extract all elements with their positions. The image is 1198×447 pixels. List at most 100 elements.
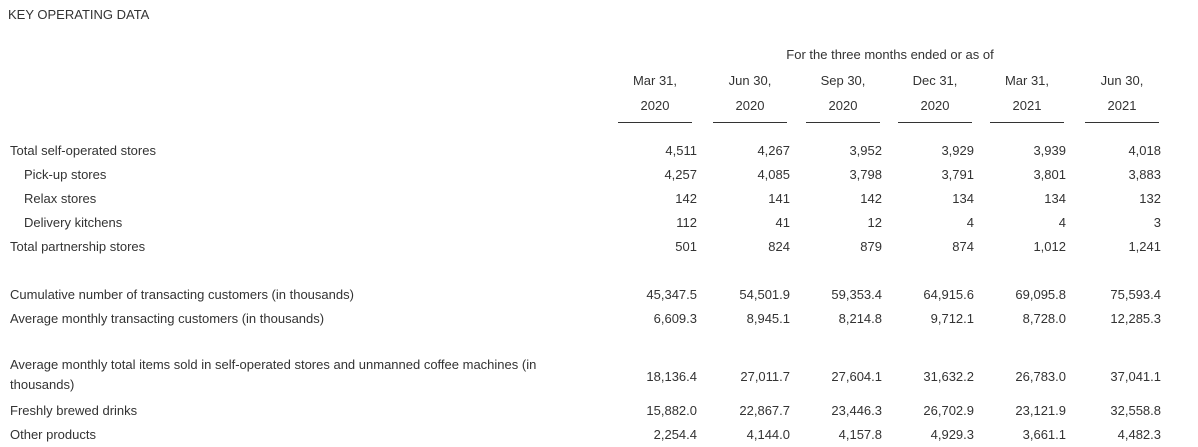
row-value: 4,018 xyxy=(1128,143,1161,158)
table-row: Delivery kitchens 112 41 12 4 4 3 xyxy=(0,211,1198,235)
row-value: 22,867.7 xyxy=(739,403,790,418)
row-value: 134 xyxy=(952,191,974,206)
column-header: Dec 31, 2020 xyxy=(898,68,972,123)
column-header-year: 2020 xyxy=(828,98,858,113)
column-header-year: 2020 xyxy=(640,98,670,113)
row-value: 64,915.6 xyxy=(923,287,974,302)
row-label: Pick-up stores xyxy=(24,167,107,182)
table-row: Total partnership stores 501 824 879 874 1,01… xyxy=(0,235,1198,259)
row-value: 4,929.3 xyxy=(930,427,974,442)
column-header-year: 2021 xyxy=(1012,98,1042,113)
row-value: 8,728.0 xyxy=(1022,311,1066,326)
row-label: Relax stores xyxy=(24,191,97,206)
row-value: 142 xyxy=(860,191,882,206)
table-row: Cumulative number of transacting custome… xyxy=(0,283,1198,307)
row-value: 8,945.1 xyxy=(746,311,790,326)
row-value: 4,085 xyxy=(757,167,790,182)
row-value: 141 xyxy=(768,191,790,206)
row-value: 12 xyxy=(867,215,882,230)
row-value: 6,609.3 xyxy=(653,311,697,326)
table-row: Average monthly transacting customers (i… xyxy=(0,307,1198,331)
row-value: 23,446.3 xyxy=(831,403,882,418)
row-value: 4 xyxy=(1058,215,1066,230)
row-value: 54,501.9 xyxy=(739,287,790,302)
row-label: Total partnership stores xyxy=(10,239,146,254)
row-value: 31,632.2 xyxy=(923,369,974,384)
row-value: 8,214.8 xyxy=(838,311,882,326)
table-row: Other products 2,254.4 4,144.0 4,157.8 4,929… xyxy=(0,423,1198,447)
row-value: 3,791 xyxy=(941,167,974,182)
row-label: Other products xyxy=(10,427,96,442)
table-row: Total self-operated stores 4,511 4,267 3,95… xyxy=(0,139,1198,163)
row-value: 134 xyxy=(1044,191,1066,206)
column-header-year: 2021 xyxy=(1107,98,1137,113)
row-value: 4,482.3 xyxy=(1117,427,1161,442)
row-value: 824 xyxy=(768,239,790,254)
column-header: Jun 30, 2021 xyxy=(1085,68,1159,123)
row-label: Freshly brewed drinks xyxy=(10,403,138,418)
row-value: 1,241 xyxy=(1128,239,1161,254)
row-value: 27,011.7 xyxy=(740,369,790,384)
row-value: 1,012 xyxy=(1033,239,1066,254)
column-header-month: Mar 31, xyxy=(1004,73,1050,88)
column-header: Mar 31, 2020 xyxy=(618,68,692,123)
table-row: Relax stores 142 141 142 134 134 132 xyxy=(0,187,1198,211)
row-value: 32,558.8 xyxy=(1110,403,1161,418)
row-value: 501 xyxy=(675,239,697,254)
row-value: 75,593.4 xyxy=(1110,287,1161,302)
row-value: 879 xyxy=(860,239,882,254)
row-value: 26,783.0 xyxy=(1015,369,1066,384)
row-value: 9,712.1 xyxy=(930,311,974,326)
row-value: 3,801 xyxy=(1033,167,1066,182)
row-value: 4,267 xyxy=(757,143,790,158)
row-value: 18,136.4 xyxy=(646,369,697,384)
row-value: 3,661.1 xyxy=(1022,427,1066,442)
row-value: 4,157.8 xyxy=(838,427,882,442)
row-value: 45,347.5 xyxy=(646,287,697,302)
row-label: Total self-operated stores xyxy=(10,143,156,158)
column-header: Sep 30, 2020 xyxy=(806,68,880,123)
row-label: Cumulative number of transacting custome… xyxy=(10,287,354,302)
column-header-month: Jun 30, xyxy=(728,73,772,88)
row-value: 142 xyxy=(675,191,697,206)
row-value: 2,254.4 xyxy=(653,427,697,442)
row-value: 132 xyxy=(1139,191,1161,206)
column-header-month: Mar 31, xyxy=(632,73,678,88)
row-value: 4,511 xyxy=(665,143,697,158)
row-value: 3,952 xyxy=(849,143,882,158)
column-header-month: Dec 31, xyxy=(912,73,958,88)
row-label: Delivery kitchens xyxy=(24,215,123,230)
column-header-month: Jun 30, xyxy=(1100,73,1144,88)
row-value: 12,285.3 xyxy=(1110,311,1161,326)
column-header-month: Sep 30, xyxy=(820,73,866,88)
row-value: 69,095.8 xyxy=(1015,287,1066,302)
row-value: 3 xyxy=(1153,215,1161,230)
section-title: KEY OPERATING DATA xyxy=(8,7,150,22)
column-header: Mar 31, 2021 xyxy=(990,68,1064,123)
row-value: 3,939 xyxy=(1033,143,1066,158)
row-value: 27,604.1 xyxy=(831,369,882,384)
row-value: 37,041.1 xyxy=(1110,369,1161,384)
row-label: Average monthly total items sold in self… xyxy=(10,357,537,392)
column-header-year: 2020 xyxy=(920,98,950,113)
row-value: 23,121.9 xyxy=(1015,403,1066,418)
row-value: 3,798 xyxy=(849,167,882,182)
row-value: 26,702.9 xyxy=(923,403,974,418)
table-row: Pick-up stores 4,257 4,085 3,798 3,791 3,801 3… xyxy=(0,163,1198,187)
row-value: 3,883 xyxy=(1128,167,1161,182)
row-value: 59,353.4 xyxy=(831,287,882,302)
row-value: 4,257 xyxy=(664,167,697,182)
period-header: For the three months ended or as of xyxy=(786,47,994,62)
row-value: 874 xyxy=(952,239,974,254)
row-value: 3,929 xyxy=(941,143,974,158)
column-header-year: 2020 xyxy=(735,98,765,113)
row-value: 4 xyxy=(966,215,974,230)
row-value: 15,882.0 xyxy=(646,403,697,418)
row-value: 41 xyxy=(775,215,790,230)
row-label: Average monthly transacting customers (i… xyxy=(10,311,325,326)
table-row: Freshly brewed drinks 15,882.0 22,867.7 23,… xyxy=(0,399,1198,423)
row-value: 112 xyxy=(676,215,697,230)
row-value: 4,144.0 xyxy=(746,427,790,442)
table-row: Average monthly total items sold in self… xyxy=(0,355,1198,399)
column-header: Jun 30, 2020 xyxy=(713,68,787,123)
